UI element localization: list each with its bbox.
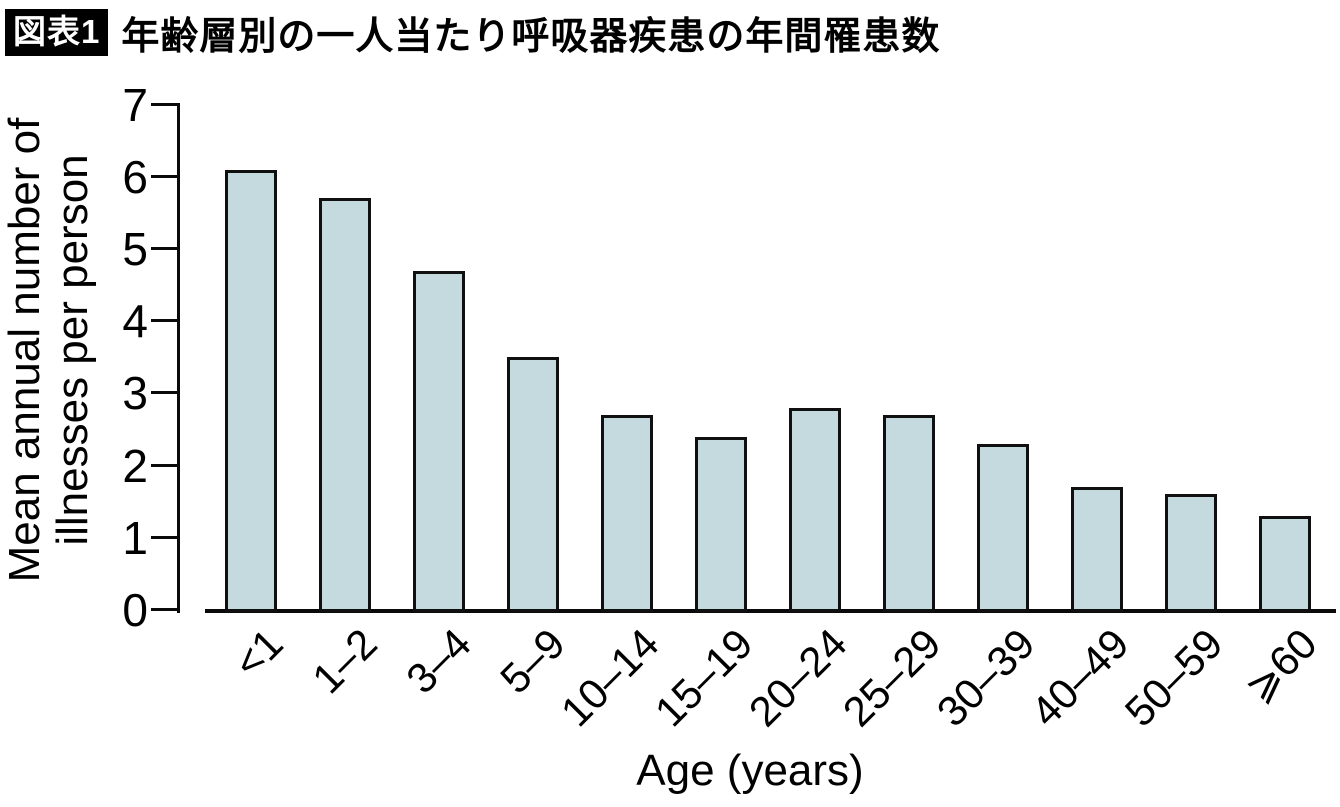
x-axis-title: Age (years) xyxy=(636,746,864,795)
bar xyxy=(1165,494,1217,612)
figure-title: 年齢層別の一人当たり呼吸器疾患の年間罹患数 xyxy=(121,16,941,58)
y-tick-label: 6 xyxy=(122,151,148,203)
y-tick-label: 1 xyxy=(122,512,148,564)
bar xyxy=(319,198,371,612)
y-tick-mark xyxy=(151,536,177,539)
bar xyxy=(507,357,559,612)
y-tick-mark xyxy=(151,247,177,250)
x-tick-label-text: 1–2 xyxy=(303,619,386,703)
bar xyxy=(977,444,1029,612)
y-tick-mark xyxy=(151,464,177,467)
bar xyxy=(695,437,747,612)
y-axis-line xyxy=(177,103,180,613)
y-tick-label: 3 xyxy=(122,367,148,419)
x-tick-label-text: 3–4 xyxy=(397,619,480,703)
x-tick-label-text: 15–19 xyxy=(645,619,762,736)
figure-header: 図表1 年齢層別の一人当たり呼吸器疾患の年間罹患数 xyxy=(5,5,940,60)
bar xyxy=(225,170,277,612)
bar xyxy=(789,408,841,612)
x-axis-line xyxy=(205,609,1336,613)
bar xyxy=(1259,516,1311,612)
bar xyxy=(1071,487,1123,612)
y-axis-title-line1: Mean annual number of xyxy=(0,117,49,583)
y-tick-label: 5 xyxy=(122,223,148,275)
bar xyxy=(883,415,935,612)
y-tick-label: 4 xyxy=(122,295,148,347)
x-tick-label-text: 25–29 xyxy=(833,619,950,736)
figure-number-badge: 図表1 xyxy=(5,9,109,56)
x-tick-label-text: ⩾60 xyxy=(1234,619,1326,711)
x-tick-label-text: 20–24 xyxy=(739,619,856,736)
y-tick-mark xyxy=(151,608,177,611)
y-tick-label: 7 xyxy=(122,79,148,131)
bar xyxy=(601,415,653,612)
x-tick-label-text: 40–49 xyxy=(1021,619,1138,736)
y-tick-mark xyxy=(151,103,177,106)
x-tick-label-text: 50–59 xyxy=(1115,619,1232,736)
y-tick-label: 0 xyxy=(122,584,148,636)
x-tick-label-text: 10–14 xyxy=(551,619,668,736)
x-tick-label-text: 30–39 xyxy=(927,619,1044,736)
x-tick-label-text: <1 xyxy=(224,619,292,687)
y-tick-mark xyxy=(151,175,177,178)
y-tick-label: 2 xyxy=(122,440,148,492)
y-tick-mark xyxy=(151,319,177,322)
bar xyxy=(413,271,465,612)
y-tick-mark xyxy=(151,391,177,394)
x-tick-label-text: 5–9 xyxy=(491,619,574,703)
